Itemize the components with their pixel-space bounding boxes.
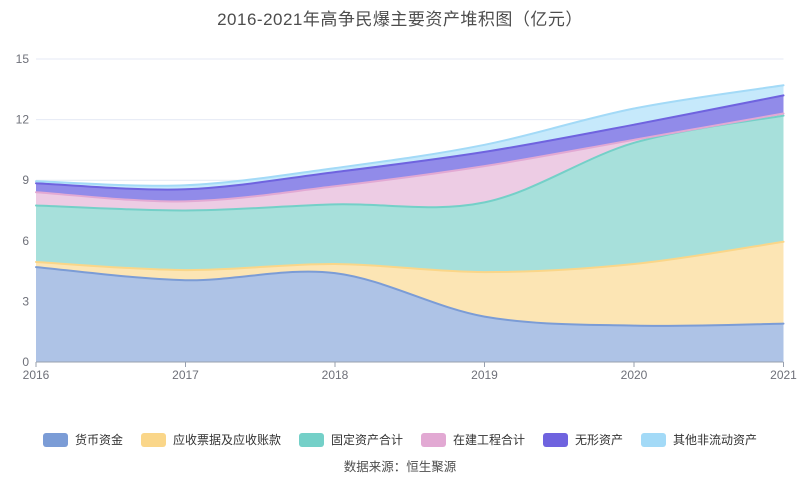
- data-source-note: 数据来源：恒生聚源: [343, 460, 457, 474]
- legend-label-other-non-current-assets: 其他非流动资产: [673, 433, 758, 447]
- y-axis-tick-label: 15: [16, 52, 30, 66]
- legend-label-intangible-assets: 无形资产: [575, 433, 624, 447]
- legend-item-notes-accounts-receivable[interactable]: 应收票据及应收账款: [140, 431, 281, 448]
- chart-title: 2016-2021年高争民爆主要资产堆积图（亿元）: [217, 10, 583, 29]
- x-axis-tick-label: 2016: [23, 368, 50, 382]
- legend-label-fixed-assets-total: 固定资产合计: [330, 433, 403, 447]
- line-other-non-current-assets[interactable]: [35, 84, 785, 187]
- line-monetary-funds[interactable]: [35, 266, 785, 327]
- legend-swatch-fixed-assets-total: [298, 432, 324, 447]
- area-intangible-assets[interactable]: [36, 95, 784, 202]
- area-monetary-funds[interactable]: [36, 267, 784, 362]
- stacked-area-chart[interactable]: 0 3 6 9 12 15 2016 2017 2018 2019 2020 2021: [0, 0, 800, 420]
- x-axis-tick-label: 2018: [322, 368, 349, 382]
- legend-item-fixed-assets-total[interactable]: 固定资产合计: [298, 431, 403, 448]
- x-axis-tick-label: 2021: [770, 368, 797, 382]
- y-axis-tick-label: 12: [16, 113, 30, 127]
- legend-label-monetary-funds: 货币资金: [74, 433, 123, 447]
- area-fixed-assets-total[interactable]: [36, 115, 784, 273]
- legend-item-construction-in-progress[interactable]: 在建工程合计: [421, 431, 525, 448]
- line-fixed-assets-total[interactable]: [35, 114, 785, 212]
- x-axis-tick-label: 2017: [172, 368, 199, 382]
- y-axis-tick-label: 9: [22, 173, 29, 187]
- legend-swatch-other-non-current-assets: [641, 432, 667, 447]
- legend-swatch-construction-in-progress: [421, 432, 446, 447]
- legend-swatch-monetary-funds: [42, 432, 68, 447]
- area-notes-accounts-receivable[interactable]: [36, 241, 784, 326]
- legend: 货币资金 应收票据及应收账款 固定资产合计 在建工程合计 无形资产 其他非流动资产: [0, 431, 800, 448]
- legend-swatch-intangible-assets: [543, 432, 569, 447]
- legend-swatch-notes-accounts-receivable: [140, 432, 166, 447]
- x-axis-tick-label: 2020: [621, 368, 648, 382]
- x-axis-tick-label: 2019: [471, 368, 498, 382]
- line-intangible-assets[interactable]: [35, 94, 785, 191]
- line-construction-in-progress[interactable]: [35, 112, 785, 203]
- legend-label-notes-accounts-receivable: 应收票据及应收账款: [172, 433, 281, 447]
- legend-item-intangible-assets[interactable]: 无形资产: [543, 431, 623, 448]
- legend-item-other-non-current-assets[interactable]: 其他非流动资产: [641, 431, 757, 448]
- line-notes-accounts-receivable[interactable]: [35, 240, 785, 274]
- legend-label-construction-in-progress: 在建工程合计: [453, 433, 526, 447]
- area-construction-in-progress[interactable]: [36, 113, 784, 211]
- legend-item-monetary-funds[interactable]: 货币资金: [42, 431, 123, 448]
- y-axis-tick-label: 6: [22, 234, 29, 248]
- y-axis-tick-label: 0: [22, 355, 29, 369]
- y-axis-tick-label: 3: [22, 294, 29, 308]
